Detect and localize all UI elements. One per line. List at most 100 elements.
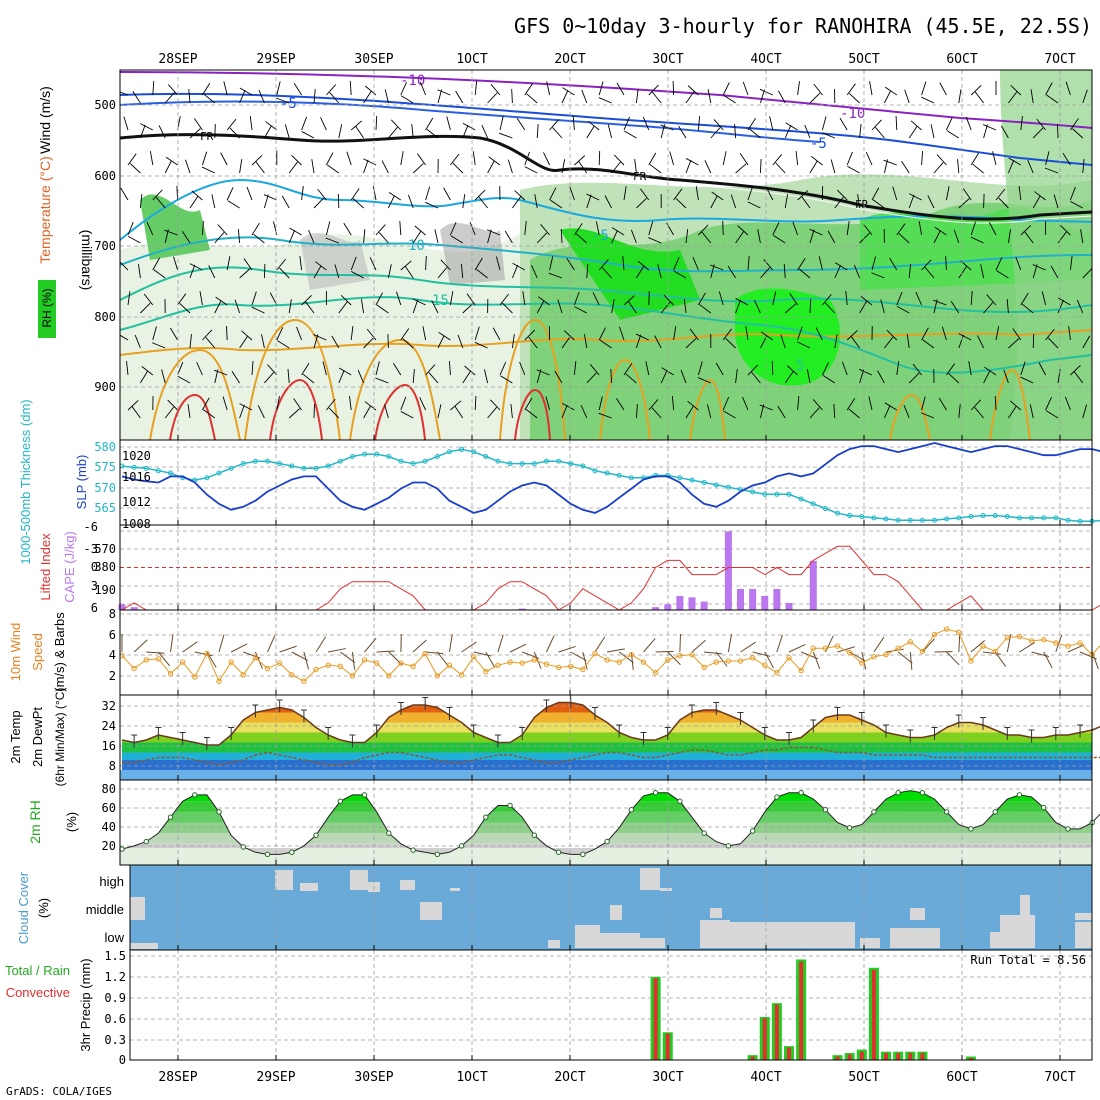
wind-barb [261,334,265,349]
wind-barb [288,299,292,314]
wind-barb [777,405,786,419]
wind-barb [751,371,761,384]
surface-barb [715,651,728,667]
wind-barb [950,301,960,314]
wind-point [276,660,283,666]
contour-label: -5 [280,96,297,112]
wind-barb [795,151,799,166]
wind-barb [173,256,179,271]
cloud-box [660,888,672,891]
precip-convective-bar [835,1056,840,1060]
wind-barb [208,265,216,279]
wind-barb [120,261,129,271]
wind-barb [786,365,798,376]
wind-barb [161,369,166,384]
wind-barb [1020,224,1032,236]
wind-barb [1032,264,1038,279]
wind-barb [654,335,662,349]
wind-barb [698,224,709,236]
wind-barb [722,151,727,166]
thickness-point [446,449,452,455]
wind-barb [723,410,736,419]
wind-barb [326,152,334,166]
wind-barb [921,96,935,104]
wind-barb [970,399,982,411]
wind-barb [263,194,277,201]
wind-barb [904,89,910,104]
wind-barb [265,121,278,131]
wind-barb [189,128,201,139]
wind-barb [970,221,976,236]
tick-label: 16 [102,739,116,753]
wind-barb [164,406,175,419]
thickness-point [762,491,768,497]
wind-barb [363,405,371,419]
wind-barb [499,293,509,306]
wind-barb [546,81,551,96]
wind-barb [226,118,237,131]
surface-barb [509,643,527,653]
wind-barb [129,163,141,174]
wind-barb [822,374,836,384]
wind-barb [548,272,563,279]
tick-label: 900 [94,380,116,394]
wind-barb [536,232,548,244]
wind-barb [313,334,319,349]
wind-barb [1072,128,1084,139]
wind-barb [1010,84,1022,96]
cape-bar [749,588,757,610]
wind-barb [996,270,1009,279]
wind-barb [400,260,412,271]
wind-point [640,659,647,665]
wind-barb [499,362,507,376]
thickness-point [325,463,331,469]
wind-barb [338,369,345,384]
contour-label: -10 [400,73,425,89]
wind-barb [623,295,635,306]
wind-barb [388,191,402,201]
wind-barb [414,225,426,236]
temp2m-label-a: 2m Temp [8,710,23,763]
wind-barb [443,187,451,201]
wind-barb [203,93,216,104]
wind-point [1077,640,1083,646]
wind-barb [152,189,163,201]
wind-barb [213,369,228,376]
wind-barb [880,299,885,314]
temp-band [122,752,1092,760]
wind-barb [437,335,445,349]
wind-barb [164,160,172,174]
wind-barb [143,293,154,306]
surface-barb [303,651,310,670]
wind-barb [1082,159,1085,174]
wind-barb [487,229,492,244]
wind-barb [561,159,566,174]
wind-point [143,657,149,663]
tick-label: 1016 [122,470,151,484]
cape-bar [676,595,684,610]
wind-barb [536,124,539,139]
wind-barb [511,264,519,279]
wind-barb [946,363,955,376]
rh-point [943,809,950,815]
wind-barb [360,299,365,314]
minmax-bars [131,694,1084,750]
wind-barb [623,186,627,201]
precip-convective-bar [653,978,658,1060]
wind-barb [400,396,407,411]
wind-barb [462,371,471,384]
thickness-point [1029,515,1035,521]
cape-bar [664,604,672,610]
wind-barb [1062,152,1071,166]
wind-barb [239,159,243,174]
wind-barb [313,334,327,341]
wind-barb [958,404,961,419]
thickness-point [531,461,537,467]
rh-point [580,851,586,858]
wind-barb [165,156,178,166]
wind-barb [575,233,588,244]
wind-barb [375,292,383,306]
thickness-point [628,475,634,481]
wind-barb [953,229,960,244]
wind-barb [645,361,650,376]
